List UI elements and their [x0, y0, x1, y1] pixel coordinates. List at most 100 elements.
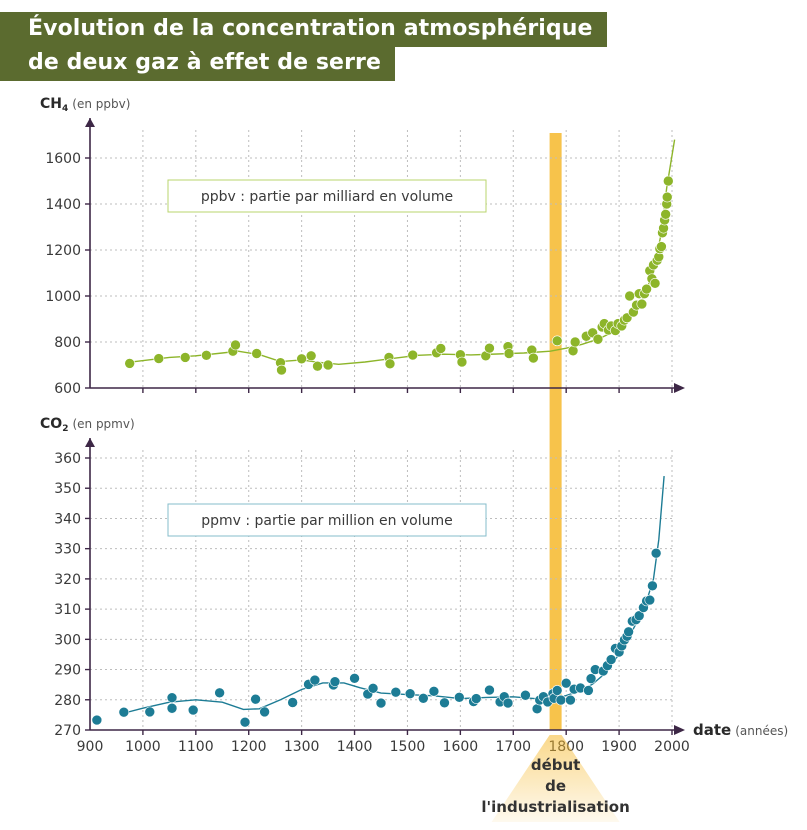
co2-data-point — [91, 714, 103, 726]
co2-data-point — [404, 688, 416, 700]
ch4-data-point — [624, 290, 635, 302]
co2-data-point — [309, 674, 321, 686]
co2-data-point — [560, 677, 572, 689]
ch4-data-point — [201, 350, 212, 361]
ch4-y-tick-label: 800 — [54, 335, 81, 351]
co2-chart: 270 280 290 300 310 320 330 340 350 360 900 1000 110… — [40, 416, 788, 755]
ch4-data-point — [124, 358, 135, 369]
co2-data-point — [531, 703, 543, 715]
co2-x-tick-label: 1400 — [337, 739, 373, 755]
ch4-data-point — [656, 241, 667, 252]
ch4-data-point — [661, 191, 673, 203]
co2-data-point — [329, 676, 341, 687]
ch4-y-tick-label: 1600 — [45, 151, 81, 167]
co2-data-point — [144, 706, 156, 718]
co2-y-tick-label: 360 — [54, 451, 81, 467]
ch4-data-point — [179, 352, 191, 363]
ch4-data-point — [322, 359, 334, 371]
ch4-y-tick-label: 1000 — [45, 289, 81, 305]
co2-data-point — [187, 704, 199, 716]
ch4-data-point — [407, 349, 419, 361]
ch4-data-point — [649, 278, 661, 289]
ch4-data-point — [312, 360, 323, 372]
co2-x-tick-label: 1600 — [443, 739, 479, 755]
co2-x-tick-label: 1000 — [125, 739, 161, 755]
co2-data-point — [555, 694, 567, 706]
ch4-data-point — [592, 333, 604, 345]
title-line-1: Évolution de la concentration atmosphéri… — [0, 12, 607, 47]
industrialisation-label-line-3: l'industrialisation — [481, 798, 629, 816]
co2-y-tick-label: 280 — [54, 693, 81, 709]
co2-y-tick-label: 340 — [54, 511, 81, 527]
co2-data-point — [118, 706, 130, 718]
co2-y-tick-label: 330 — [54, 542, 81, 558]
ch4-data-point — [251, 348, 262, 359]
co2-y-tick-label: 310 — [54, 602, 81, 618]
ch4-data-point — [456, 356, 468, 368]
co2-data-point — [214, 687, 225, 699]
ch4-unit-box — [167, 179, 487, 213]
ch4-data-point — [153, 353, 165, 364]
co2-y-tick-label: 270 — [54, 723, 81, 739]
ch4-unit-box-text: ppbv : partie par milliard en volume — [201, 189, 453, 205]
co2-data-point — [239, 716, 251, 728]
co2-data-point — [605, 654, 617, 665]
ch4-data-point — [660, 209, 671, 220]
co2-data-point — [484, 684, 495, 696]
co2-data-point — [375, 697, 387, 709]
co2-y-tick-label: 300 — [54, 632, 81, 648]
ch4-y-axis-arrow — [85, 118, 95, 127]
co2-x-tick-label: 1900 — [601, 739, 637, 755]
co2-data-point — [259, 706, 270, 718]
ch4-data-point — [384, 358, 396, 370]
ch4-data-point — [662, 175, 674, 187]
ch4-data-point — [305, 350, 317, 362]
co2-data-point — [250, 693, 261, 705]
ch4-y-tick-label: 600 — [54, 381, 81, 397]
title-line-2: de deux gaz à effet de serre — [0, 46, 395, 81]
ch4-data-point — [528, 352, 539, 364]
co2-data-point — [166, 692, 178, 703]
co2-data-point — [367, 682, 379, 694]
co2-data-point — [390, 686, 402, 698]
ch4-chart: 600 800 1000 1200 1400 1600 CH4 (en ppbv) ppbv :… — [40, 96, 685, 397]
industrialisation-label-line-1: début — [531, 756, 581, 774]
co2-data-point — [287, 697, 298, 708]
co2-x-tick-label: 2000 — [654, 739, 690, 755]
ch4-y-axis-label: CH4 (en ppbv) — [40, 96, 130, 114]
ch4-x-axis-arrow — [674, 383, 685, 393]
ch4-data-point — [641, 283, 652, 295]
ch4-data-point — [484, 342, 495, 354]
co2-data-point — [565, 694, 576, 706]
co2-data-point — [418, 692, 429, 704]
ch4-data-point — [230, 339, 241, 351]
co2-x-tick-label: 1200 — [231, 739, 267, 755]
co2-y-axis-label: CO2 (en ppmv) — [40, 416, 135, 434]
co2-data-point — [520, 689, 531, 701]
co2-x-tick-label: 1100 — [178, 739, 214, 755]
ch4-data-point — [636, 298, 648, 310]
co2-data-point — [439, 697, 450, 709]
co2-x-axis-arrow — [674, 725, 685, 735]
co2-data-point — [349, 673, 360, 684]
co2-x-tick-label: 1700 — [495, 739, 531, 755]
co2-y-tick-label: 350 — [54, 481, 81, 497]
co2-x-tick-label: 900 — [77, 739, 104, 755]
ch4-data-point — [551, 335, 563, 347]
co2-x-tick-label: 1300 — [284, 739, 320, 755]
co2-data-point — [644, 594, 656, 606]
co2-y-tick-label: 320 — [54, 572, 81, 588]
ch4-data-point — [276, 364, 287, 376]
ch4-data-point — [569, 336, 581, 348]
ch4-y-tick-label: 1200 — [45, 243, 81, 259]
co2-data-point — [623, 626, 634, 638]
ch4-data-point — [503, 348, 515, 359]
industrialisation-label-line-2: de — [545, 777, 566, 795]
industrialisation-glow — [491, 735, 620, 822]
co2-unit-box-text: ppmv : partie par million en volume — [201, 513, 453, 529]
co2-data-point — [551, 685, 563, 696]
co2-data-point — [454, 692, 465, 703]
co2-data-point — [585, 673, 597, 684]
ch4-data-point — [296, 353, 307, 365]
